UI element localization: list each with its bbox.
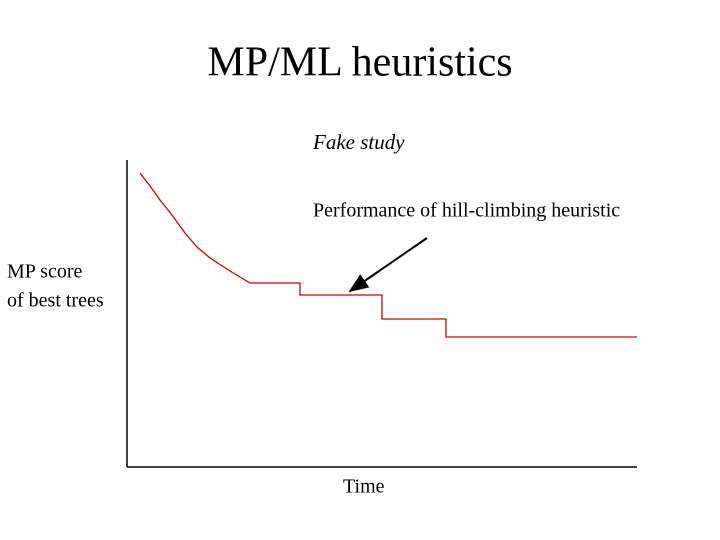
- arrow: [348, 237, 428, 293]
- annotation: Performance of hill-climbing heuristic: [313, 200, 620, 222]
- slide-title: MP/ML heuristics: [207, 40, 512, 86]
- y-axis-label: of best trees: [7, 290, 104, 312]
- x-axis-label: Time: [343, 476, 385, 498]
- performance-curve: [139, 172, 637, 338]
- figure-caption: Fake study: [312, 130, 405, 154]
- y-axis-label: MP score: [7, 261, 82, 283]
